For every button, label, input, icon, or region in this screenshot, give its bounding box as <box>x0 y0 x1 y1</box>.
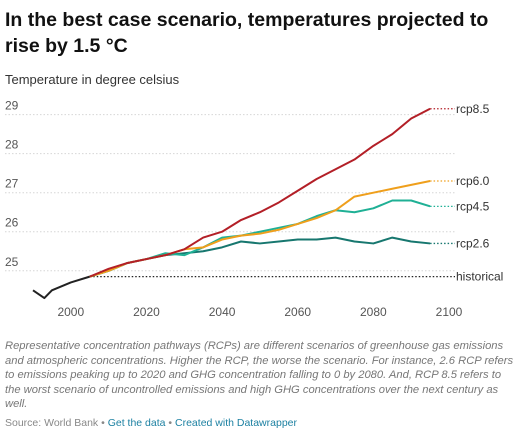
y-tick-label: 29 <box>5 99 19 113</box>
x-tick-label: 2080 <box>360 305 387 319</box>
chart: In the best case scenario, temperatures … <box>5 9 503 319</box>
x-tick-label: 2040 <box>209 305 236 319</box>
y-tick-label: 25 <box>5 255 19 269</box>
source: Source: World Bank • Get the data • Crea… <box>5 417 297 429</box>
chart-title-line: In the best case scenario, temperatures … <box>5 9 488 57</box>
source-text: Source: World Bank <box>5 417 99 429</box>
x-tick-label: 2020 <box>133 305 160 319</box>
series-label: rcp4.5 <box>456 199 490 213</box>
series-label: rcp2.6 <box>456 236 490 250</box>
series-label: rcp6.0 <box>456 174 490 188</box>
datawrapper-link[interactable]: Created with Datawrapper <box>175 417 297 429</box>
y-tick-label: 27 <box>5 177 19 191</box>
y-tick-label: 26 <box>5 216 19 230</box>
series-line <box>89 107 431 278</box>
series-line <box>32 275 91 300</box>
x-tick-label: 2100 <box>436 305 463 319</box>
series-line <box>89 180 431 278</box>
x-tick-label: 2000 <box>57 305 84 319</box>
get-data-link[interactable]: Get the data <box>107 417 166 429</box>
chart-title-cont: rise by 1.5 °C <box>5 35 128 57</box>
series-line <box>89 236 431 278</box>
chart-title: In the best case scenario, temperatures … <box>5 9 488 31</box>
series-label: rcp8.5 <box>456 102 490 116</box>
y-tick-label: 28 <box>5 138 19 152</box>
chart-subtitle: Temperature in degree celsius <box>5 72 180 87</box>
x-tick-label: 2060 <box>284 305 311 319</box>
series-label: historical <box>456 270 503 284</box>
notes: Representative concentration pathways (R… <box>5 340 514 410</box>
